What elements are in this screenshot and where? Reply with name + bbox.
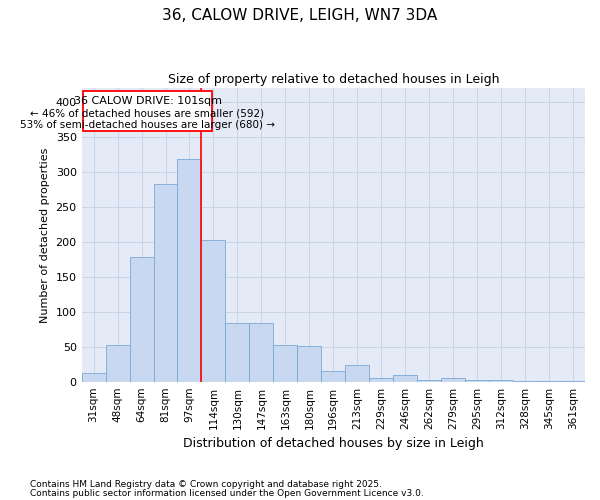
Bar xyxy=(274,346,298,382)
Bar xyxy=(537,381,561,382)
Bar xyxy=(202,240,226,382)
Bar xyxy=(178,160,202,382)
X-axis label: Distribution of detached houses by size in Leigh: Distribution of detached houses by size … xyxy=(183,437,484,450)
Bar xyxy=(298,346,322,382)
Text: 36 CALOW DRIVE: 101sqm: 36 CALOW DRIVE: 101sqm xyxy=(74,96,221,106)
Bar xyxy=(130,257,154,382)
Text: Contains HM Land Registry data © Crown copyright and database right 2025.: Contains HM Land Registry data © Crown c… xyxy=(30,480,382,489)
Bar xyxy=(393,376,417,382)
Text: ← 46% of detached houses are smaller (592): ← 46% of detached houses are smaller (59… xyxy=(31,108,265,118)
Bar xyxy=(489,380,513,382)
Title: Size of property relative to detached houses in Leigh: Size of property relative to detached ho… xyxy=(167,72,499,86)
Bar xyxy=(513,381,537,382)
Bar xyxy=(369,378,393,382)
Bar xyxy=(322,371,345,382)
Bar xyxy=(226,323,250,382)
Text: 36, CALOW DRIVE, LEIGH, WN7 3DA: 36, CALOW DRIVE, LEIGH, WN7 3DA xyxy=(163,8,437,22)
FancyBboxPatch shape xyxy=(83,91,212,132)
Text: Contains public sector information licensed under the Open Government Licence v3: Contains public sector information licen… xyxy=(30,488,424,498)
Bar xyxy=(106,344,130,382)
Bar xyxy=(441,378,465,382)
Bar xyxy=(154,184,178,382)
Bar xyxy=(417,380,441,382)
Bar xyxy=(465,380,489,382)
Bar xyxy=(250,323,274,382)
Bar xyxy=(561,381,585,382)
Text: 53% of semi-detached houses are larger (680) →: 53% of semi-detached houses are larger (… xyxy=(20,120,275,130)
Bar xyxy=(345,365,369,382)
Bar xyxy=(82,372,106,382)
Y-axis label: Number of detached properties: Number of detached properties xyxy=(40,147,50,322)
